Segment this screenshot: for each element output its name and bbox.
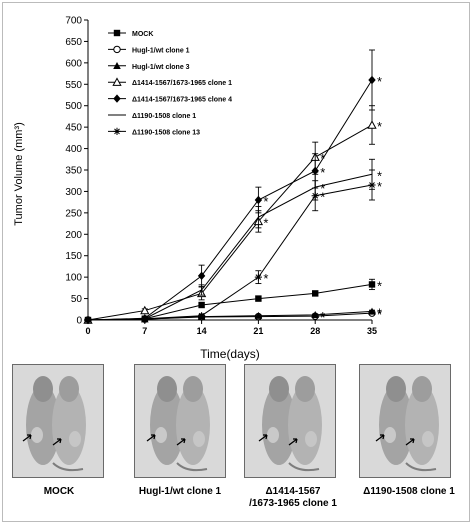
mouse-photo-hugl1-wt-clone-1: [134, 364, 226, 478]
data-point: [311, 311, 319, 319]
mouse-illustration: [360, 365, 450, 477]
y-tick-label: 550: [65, 80, 82, 91]
data-point: [197, 271, 206, 281]
significance-mark: *: [377, 74, 382, 89]
mouse-illustration: [13, 365, 103, 477]
mouse-photo-strip: MOCK Hugl-1/wt clone 1 Δ1414-1567 /1673-…: [4, 364, 470, 518]
legend-label-4: Δ1414-1567/1673-1965 clone 4: [132, 97, 232, 104]
legend-marker: [113, 45, 121, 54]
photo-caption-mock: MOCK: [43, 486, 75, 497]
x-tick-label: 21: [253, 326, 263, 336]
series-line: [87, 173, 373, 321]
significance-mark: *: [320, 181, 325, 196]
significance-mark: *: [377, 305, 382, 320]
data-point: [141, 315, 149, 323]
series-4: [84, 49, 376, 325]
x-tick-label: 0: [85, 326, 90, 336]
data-point: [84, 316, 92, 324]
significance-mark: *: [320, 165, 325, 180]
x-tick-label: 35: [367, 326, 377, 336]
series-6: [84, 169, 376, 324]
y-tick-label: 650: [65, 37, 82, 48]
significance-mark: *: [377, 278, 382, 293]
significance-mark: *: [377, 168, 382, 183]
x-tick-label: 14: [197, 326, 207, 336]
data-point: [368, 75, 376, 85]
significance-mark: *: [320, 309, 325, 324]
photo-caption-delta1190-clone-1: Δ1190-1508 clone 1: [363, 486, 455, 497]
legend-marker: [113, 94, 121, 103]
figure-frame: [2, 2, 470, 522]
data-point: [367, 120, 377, 129]
significance-mark: *: [263, 271, 268, 286]
mouse-photo-delta1190-clone-1: [359, 364, 451, 478]
legend-label-5: Δ1190-1508 clone 1: [132, 113, 196, 120]
data-point: [198, 312, 206, 320]
mouse-illustration: [135, 365, 225, 477]
mouse-illustration: [245, 365, 335, 477]
legend-label-3: Δ1414-1567/1673-1965 clone 1: [132, 80, 232, 87]
y-tick-label: 0: [76, 316, 82, 327]
y-tick-label: 500: [65, 101, 82, 112]
series-line: [87, 184, 373, 321]
legend-label-6: Δ1190-1508 clone 13: [132, 129, 200, 136]
series-line: [87, 79, 373, 321]
x-axis-label: Time(days): [200, 347, 260, 361]
legend-marker: [113, 29, 121, 37]
significance-mark: *: [320, 310, 325, 325]
legend-label-0: MOCK: [132, 31, 153, 38]
mouse-photo-mock: [12, 364, 104, 478]
legend-label-1: Hugl-1/wt clone 1: [132, 47, 190, 54]
data-point: [140, 305, 150, 315]
y-tick-label: 350: [65, 166, 82, 177]
legend-marker: [113, 127, 121, 135]
tumor-volume-chart: Tumor Volume (mm³) Time(days) 0 50 100 150 2…: [13, 16, 382, 362]
legend-marker: [113, 62, 121, 69]
y-tick-label: 150: [65, 251, 82, 262]
significance-mark: *: [377, 119, 382, 134]
mouse-photo-delta1414-clone-1: [244, 364, 336, 478]
significance-mark: *: [263, 194, 268, 209]
series-line: [87, 124, 373, 321]
y-axis-label: Tumor Volume (mm³): [13, 122, 25, 226]
y-tick-label: 200: [65, 230, 82, 241]
y-tick-label: 250: [65, 208, 82, 219]
y-tick-label: 100: [65, 273, 82, 284]
significance-mark: *: [320, 190, 325, 205]
legend-marker: [112, 77, 122, 86]
data-point: [311, 166, 319, 176]
y-tick-label: 600: [65, 58, 82, 69]
legend-label-2: Hugl-1/wt clone 3: [132, 64, 190, 71]
x-tick-label: 7: [142, 326, 147, 336]
significance-mark: *: [263, 215, 268, 230]
data-point: [311, 192, 319, 200]
data-point: [254, 273, 262, 281]
y-tick-label: 50: [71, 294, 83, 305]
y-tick-label: 400: [65, 144, 82, 155]
significance-mark: *: [377, 307, 382, 322]
significance-mark: *: [320, 151, 325, 166]
y-tick-label: 700: [65, 16, 82, 27]
data-point: [255, 295, 262, 302]
data-point: [312, 290, 319, 297]
data-point: [198, 301, 205, 309]
photo-caption-hugl1-wt-clone-1: Hugl-1/wt clone 1: [138, 486, 222, 497]
data-point: [254, 311, 263, 319]
data-point: [368, 181, 376, 189]
data-point: [368, 307, 376, 315]
y-tick-label: 450: [65, 123, 82, 134]
significance-mark: *: [377, 179, 382, 194]
series-line: [87, 283, 373, 321]
x-tick-label: 28: [310, 326, 320, 336]
y-tick-label: 300: [65, 187, 82, 198]
data-point: [254, 195, 263, 205]
data-point: [368, 281, 376, 288]
photo-caption-delta1414-clone-1: Δ1414-1567 /1673-1965 clone 1: [249, 486, 337, 509]
